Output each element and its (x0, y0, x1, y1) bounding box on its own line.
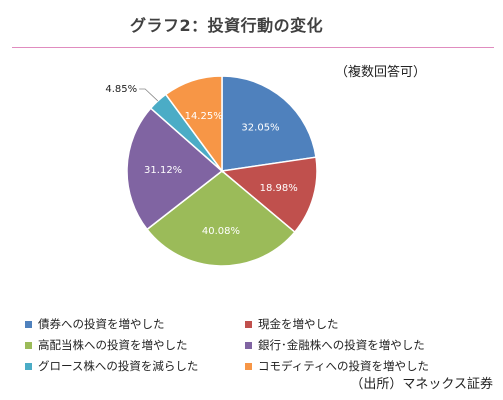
leader-line (139, 88, 159, 102)
pie-slice (220, 156, 318, 234)
slice-data-label: 40.08% (202, 226, 240, 237)
legend-item: グロース株への投資を減らした (25, 358, 245, 374)
slice-data-label: 14.25% (185, 111, 223, 122)
slice-data-label: 4.85% (105, 84, 137, 95)
pie-slice (146, 170, 296, 267)
legend-swatch (25, 362, 32, 370)
legend-label: 高配当株への投資を増やした (38, 338, 188, 352)
legend-label: 銀行･金融株への投資を増やした (258, 338, 425, 352)
slice-data-label: 32.05% (241, 122, 279, 133)
legend-item: 高配当株への投資を増やした (25, 337, 245, 353)
legend-item: 債券への投資を増やした (25, 316, 245, 332)
legend-item: 現金を増やした (245, 316, 485, 332)
chart-legend: 債券への投資を増やした 現金を増やした高配当株への投資を増やした 銀行･金融株への投… (25, 316, 485, 374)
pie-chart: 32.05% 18.98% 40.08% 31.12% 4.85% 14.25% (105, 75, 318, 267)
source-note: （出所）マネックス証券 (350, 377, 493, 392)
slice-data-label: 31.12% (144, 165, 182, 176)
legend-label: 債券への投資を増やした (38, 317, 165, 331)
title-divider (12, 47, 494, 48)
legend-label: 現金を増やした (258, 317, 339, 331)
legend-label: グロース株への投資を減らした (38, 359, 199, 373)
legend-swatch (245, 341, 252, 349)
chart-note: （複数回答可） (335, 65, 427, 80)
legend-swatch (245, 362, 252, 370)
legend-label: コモディティへの投資を増やした (258, 359, 430, 373)
pie-slice (126, 107, 224, 231)
slice-data-label: 18.98% (260, 183, 298, 194)
legend-swatch (245, 320, 252, 328)
chart-title: グラフ2：投資行動の変化 (130, 16, 324, 35)
legend-item: 銀行･金融株への投資を増やした (245, 337, 485, 353)
legend-swatch (25, 341, 32, 349)
legend-swatch (25, 320, 32, 328)
legend-item: コモディティへの投資を増やした (245, 358, 485, 374)
pie-slice (221, 75, 317, 172)
pie-slice (164, 75, 223, 174)
